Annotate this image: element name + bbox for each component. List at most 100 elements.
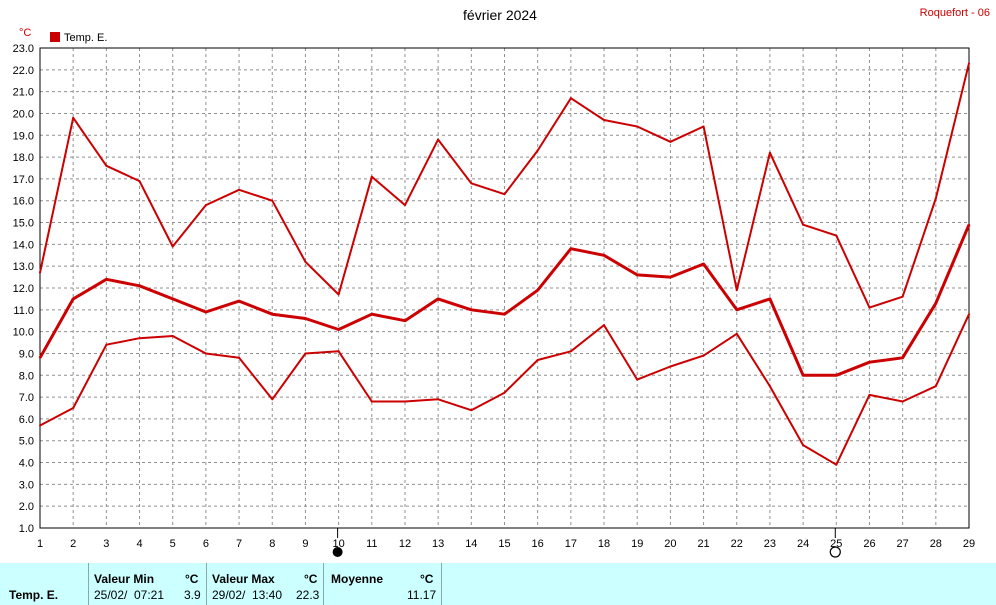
data-point-max xyxy=(138,180,141,183)
legend-label: Temp. E. xyxy=(64,32,107,44)
data-point-max xyxy=(702,125,705,128)
data-point-max xyxy=(437,138,440,141)
y-tick-label: 18.0 xyxy=(13,152,34,164)
data-point-mean xyxy=(968,223,970,226)
data-point-max xyxy=(39,271,41,274)
y-tick-label: 14.0 xyxy=(13,239,34,251)
data-point-mean xyxy=(370,313,373,316)
data-point-min xyxy=(238,356,241,359)
x-tick-label: 5 xyxy=(170,538,176,550)
stats-row-label-cell: Temp. E. xyxy=(0,563,89,605)
data-point-min xyxy=(403,400,406,403)
max-date: 29/02/ xyxy=(212,588,246,602)
y-tick-label: 15.0 xyxy=(13,218,34,230)
y-tick-label: 2.0 xyxy=(19,501,34,513)
y-tick-label: 11.0 xyxy=(13,305,34,317)
data-point-min xyxy=(669,365,672,368)
x-tick-label: 21 xyxy=(697,538,709,550)
x-tick-label: 22 xyxy=(731,538,743,550)
plot-frame xyxy=(39,47,970,529)
data-point-min xyxy=(536,359,539,361)
data-point-mean xyxy=(636,273,639,276)
full-moon-icon xyxy=(829,546,841,558)
data-point-mean xyxy=(437,297,440,300)
data-point-mean xyxy=(603,254,606,257)
x-tick-label: 12 xyxy=(399,538,411,550)
y-tick-label: 13.0 xyxy=(13,261,34,273)
data-point-max xyxy=(403,204,406,207)
x-tick-label: 24 xyxy=(797,538,809,550)
y-tick-label: 4.0 xyxy=(19,458,34,470)
y-tick-label: 21.0 xyxy=(13,87,34,99)
data-point-max xyxy=(569,97,572,100)
x-tick-label: 4 xyxy=(136,538,142,550)
data-point-min xyxy=(636,378,639,381)
x-tick-label: 10 xyxy=(332,538,344,550)
data-point-max xyxy=(171,245,174,248)
data-point-mean xyxy=(569,247,572,250)
y-tick-label: 3.0 xyxy=(19,479,34,491)
x-tick-label: 29 xyxy=(963,538,975,550)
grid xyxy=(40,48,969,528)
min-time: 07:21 xyxy=(134,588,165,602)
data-point-mean xyxy=(934,302,937,305)
data-point-min xyxy=(901,400,904,403)
data-point-max xyxy=(968,62,970,65)
data-point-mean xyxy=(868,361,871,364)
data-point-mean xyxy=(536,289,539,292)
min-value: 3.9 xyxy=(184,588,201,602)
avg-unit: °C xyxy=(420,572,434,586)
y-tick-label: 9.0 xyxy=(19,348,34,360)
x-tick-label: 27 xyxy=(897,538,909,550)
data-point-min xyxy=(868,393,871,396)
data-point-min xyxy=(39,424,41,427)
data-point-min xyxy=(204,352,207,355)
data-point-max xyxy=(470,182,473,185)
data-point-max xyxy=(337,293,340,296)
data-point-min xyxy=(138,337,141,340)
x-tick-label: 15 xyxy=(498,538,510,550)
y-tick-label: 20.0 xyxy=(13,108,34,120)
data-point-mean xyxy=(901,356,904,359)
x-tick-label: 7 xyxy=(236,538,242,550)
data-point-max xyxy=(802,223,805,226)
data-point-min xyxy=(72,407,75,409)
x-tick-label: 28 xyxy=(930,538,942,550)
legend-swatch xyxy=(50,32,60,42)
y-tick-label: 6.0 xyxy=(19,414,34,426)
data-point-min xyxy=(802,444,805,447)
y-tick-label: 23.0 xyxy=(13,43,34,55)
data-point-max xyxy=(370,175,373,178)
data-point-mean xyxy=(470,308,473,311)
avg-header: Moyenne xyxy=(331,572,384,586)
data-point-min xyxy=(370,400,373,403)
new-moon-icon xyxy=(332,547,343,557)
y-tick-label: 8.0 xyxy=(19,370,34,382)
station-name: Roquefort - 06 xyxy=(920,7,990,19)
max-time: 13:40 xyxy=(252,588,283,602)
data-point-mean xyxy=(238,300,241,303)
x-tick-label: 17 xyxy=(565,538,577,550)
x-tick-label: 18 xyxy=(598,538,610,550)
min-unit: °C xyxy=(185,572,199,586)
y-tick-label: 1.0 xyxy=(19,523,34,535)
max-unit: °C xyxy=(304,572,318,586)
data-point-mean xyxy=(105,278,108,281)
max-header: Valeur Max xyxy=(212,572,275,586)
stats-row-label: Temp. E. xyxy=(9,588,59,602)
data-point-min xyxy=(304,352,307,355)
data-point-min xyxy=(503,391,506,394)
data-point-mean xyxy=(39,356,41,359)
data-point-min xyxy=(171,335,174,337)
data-point-max xyxy=(536,149,539,152)
data-point-mean xyxy=(503,313,506,316)
data-point-min xyxy=(271,398,274,401)
max-value: 22.3 xyxy=(296,588,320,602)
stats-max-cell: Valeur Max °C 29/02/ 13:40 22.3 xyxy=(207,563,324,605)
y-tick-label: 19.0 xyxy=(13,130,34,142)
data-point-mean xyxy=(72,297,75,300)
x-tick-label: 26 xyxy=(863,538,875,550)
data-point-mean xyxy=(768,297,771,300)
data-point-min xyxy=(569,350,572,353)
data-point-min xyxy=(934,385,937,388)
